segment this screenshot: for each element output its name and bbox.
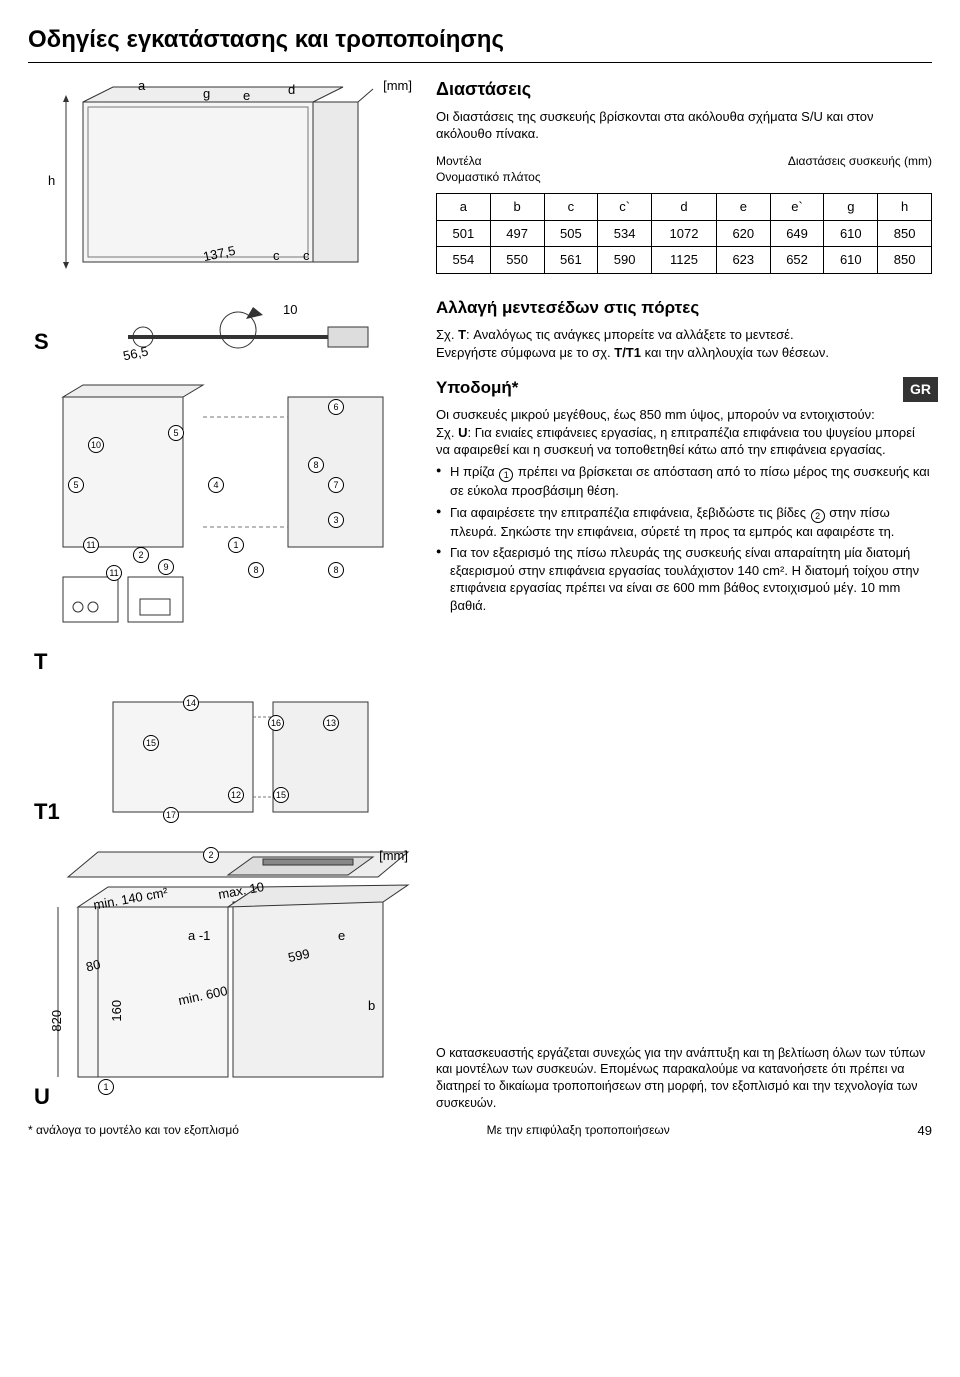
list-item: Για τον εξαερισμό της πίσω πλευράς της σ… (436, 544, 932, 614)
u-callout-2: 2 (203, 847, 219, 863)
callout-13: 13 (323, 715, 339, 731)
undermount-p1: Οι συσκευές μικρού μεγέθους, έως 850 mm … (436, 406, 932, 424)
table-row: 501 497 505 534 1072 620 649 610 850 (437, 220, 932, 247)
hinge-line2: Ενεργήστε σύμφωνα με το σχ. T/T1 και την… (436, 344, 932, 362)
undermount-heading: Υποδομή* (436, 377, 932, 400)
footer-mid: Με την επιφύλαξη τροποποιήσεων (487, 1122, 670, 1140)
fig-letter-c2: c (303, 247, 310, 265)
table-header-right: Διαστάσεις συσκευής (mm) (788, 153, 932, 185)
row-t1: T1 14 15 16 13 12 15 17 (28, 687, 932, 837)
footer: * ανάλογα το μοντέλο και τον εξοπλισμό Μ… (28, 1122, 932, 1140)
fig-mm-top: [mm] (383, 77, 412, 95)
row-undermount: 10 5 11 2 9 11 5 4 1 8 6 8 7 3 8 Υποδομή… (28, 377, 932, 637)
figure-t1 (28, 687, 418, 837)
fig-letter-c1: c (273, 247, 280, 265)
u-160: 160 (108, 1000, 126, 1022)
row-u: 2 [mm] min. 140 cm² max. 10 a -1 599 e m… (28, 847, 932, 1112)
language-badge: GR (903, 377, 938, 402)
callout-16: 16 (268, 715, 284, 731)
fig-dim-10: 10 (283, 301, 297, 319)
callout-12: 12 (228, 787, 244, 803)
row-dimensions: a g e d h 137,5 c c [mm] Διαστάσεις Οι δ… (28, 77, 932, 287)
fig-letter-g: g (203, 85, 210, 103)
page-number: 49 (918, 1122, 932, 1140)
list-item: Η πρίζα 1 πρέπει να βρίσκεται σε απόστασ… (436, 463, 932, 500)
col-eprime: e` (770, 194, 824, 221)
disclaimer-text: Ο κατασκευαστής εργάζεται συνεχώς για τη… (436, 1045, 932, 1113)
list-item: Για αφαιρέσετε την επιτραπέζια επιφάνεια… (436, 504, 932, 541)
page-title: Οδηγίες εγκατάστασης και τροποποίησης (28, 24, 932, 56)
fig-letter-e: e (243, 87, 250, 105)
undermount-bullets: Η πρίζα 1 πρέπει να βρίσκεται σε απόστασ… (436, 463, 932, 614)
u-callout-1: 1 (98, 1079, 114, 1095)
row-hinge: S 56,5 10 Αλλαγή μεντεσέδων στις πόρτες … (28, 297, 932, 367)
callout-15a: 15 (143, 735, 159, 751)
callout-17: 17 (163, 807, 179, 823)
col-g: g (824, 194, 878, 221)
col-h: h (878, 194, 932, 221)
table-row: 554 550 561 590 1125 623 652 610 850 (437, 247, 932, 274)
table-header-left: Μοντέλα Ονομαστικό πλάτος (436, 153, 541, 185)
row-t-label: T (28, 647, 932, 677)
fig-letter-h: h (48, 172, 55, 190)
ref-circle-2: 2 (811, 509, 825, 523)
figure-s-tool (28, 297, 418, 367)
u-letter-e: e (338, 927, 345, 945)
u-a-1: a -1 (188, 927, 210, 945)
heading-rule (28, 62, 932, 63)
dimensions-table: a b c c` d e e` g h 501 497 505 534 1072… (436, 193, 932, 274)
callout-14: 14 (183, 695, 199, 711)
col-d: d (652, 194, 717, 221)
figure-label-u: U (34, 1082, 50, 1112)
dimensions-intro: Οι διαστάσεις της συσκευής βρίσκονται στ… (436, 108, 932, 143)
col-a: a (437, 194, 491, 221)
figure-label-t1: T1 (34, 797, 60, 827)
col-e: e (716, 194, 770, 221)
fig-letter-a: a (138, 77, 145, 95)
col-b: b (490, 194, 544, 221)
hinge-heading: Αλλαγή μεντεσέδων στις πόρτες (436, 297, 932, 320)
figure-label-t: T (34, 649, 47, 674)
hinge-line1: Σχ. T: Αναλόγως τις ανάγκες μπορείτε να … (436, 326, 932, 344)
footnote: * ανάλογα το μοντέλο και τον εξοπλισμό (28, 1122, 239, 1140)
u-820: 820 (48, 1010, 66, 1032)
undermount-p2: Σχ. U: Για ενιαίες επιφάνειες εργασίας, … (436, 424, 932, 459)
figure-t-exploded (28, 377, 418, 637)
u-mm: [mm] (379, 847, 408, 865)
col-cprime: c` (598, 194, 652, 221)
dimensions-heading: Διαστάσεις (436, 77, 932, 101)
table-row: a b c c` d e e` g h (437, 194, 932, 221)
u-letter-b: b (368, 997, 375, 1015)
col-c: c (544, 194, 598, 221)
ref-circle-1: 1 (499, 468, 513, 482)
fig-letter-d: d (288, 81, 295, 99)
figure-label-s: S (34, 327, 49, 357)
callout-15b: 15 (273, 787, 289, 803)
